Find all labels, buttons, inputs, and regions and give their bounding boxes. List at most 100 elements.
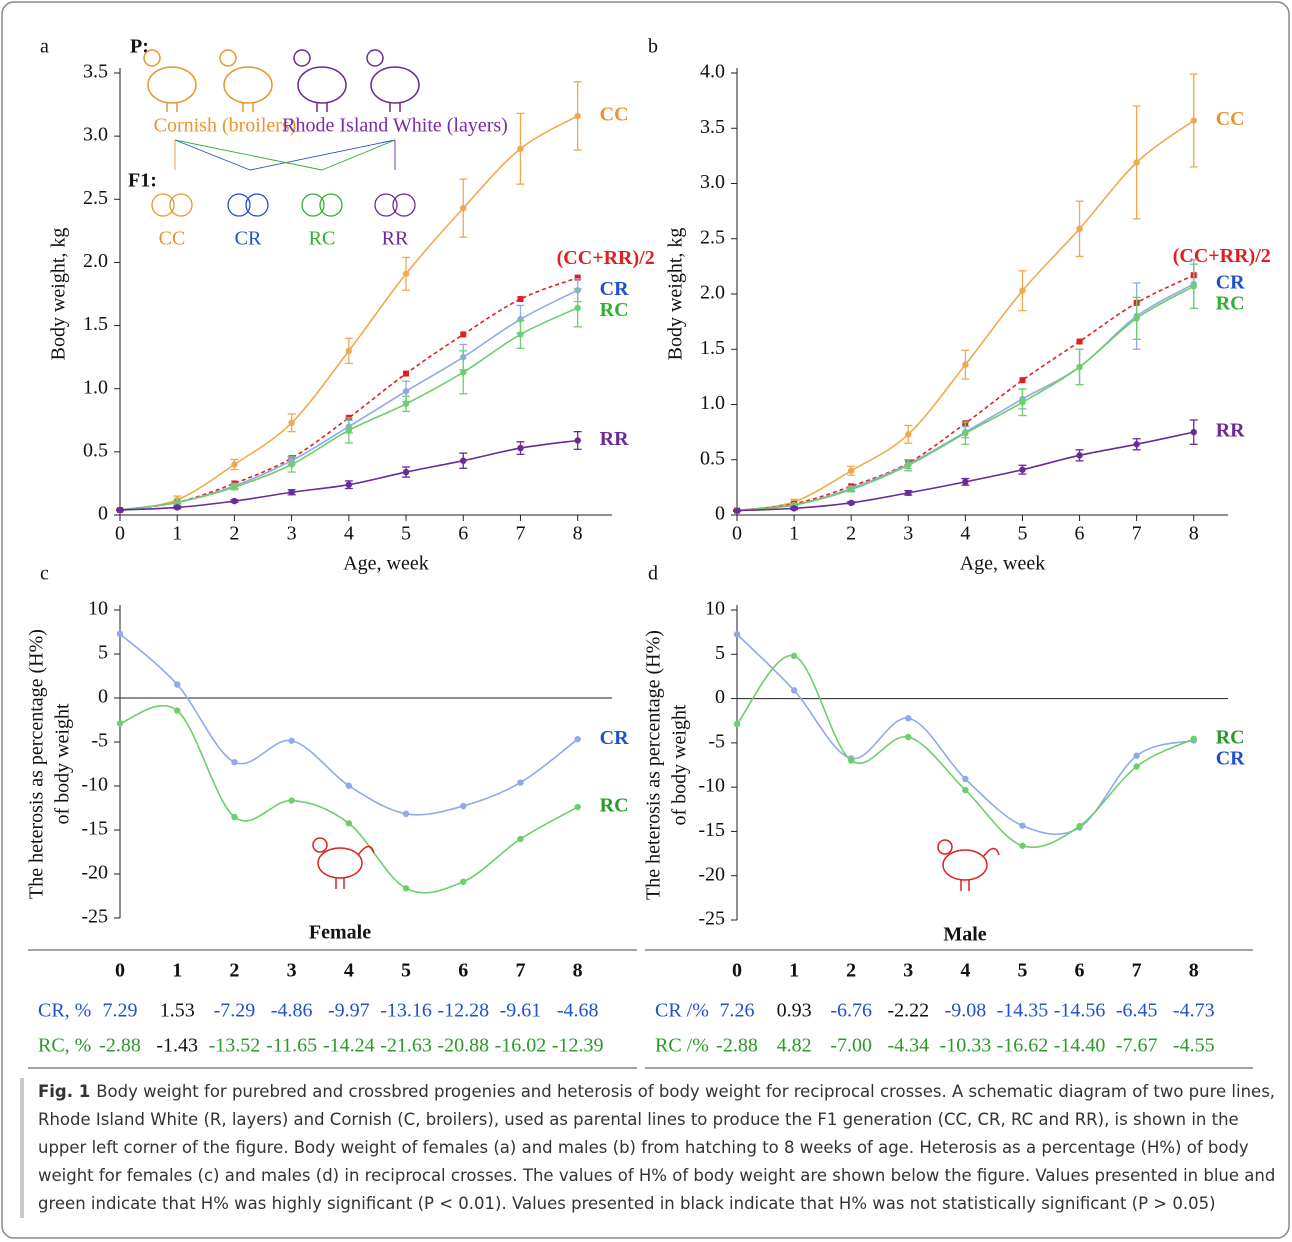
- point: [790, 687, 798, 694]
- table-cell: -7.29: [214, 1000, 256, 1022]
- table-cell: -6.76: [830, 1000, 872, 1022]
- table-cell: 7.29: [103, 1000, 138, 1022]
- annotation: Female: [309, 922, 371, 944]
- point: [574, 304, 581, 312]
- y-tick-label: 2.5: [83, 187, 108, 209]
- x-tick-label: 1: [789, 523, 799, 545]
- table-cell: -4.68: [557, 1000, 599, 1022]
- series-line: [119, 704, 579, 894]
- point: [460, 878, 467, 885]
- table-header: 0: [115, 960, 125, 982]
- panel-letter: b: [648, 36, 658, 58]
- point: [1133, 441, 1140, 448]
- table-cell: -2.88: [716, 1035, 758, 1057]
- table-cell: -4.86: [271, 1000, 313, 1022]
- point: [517, 835, 524, 843]
- point: [231, 461, 238, 468]
- point: [231, 497, 238, 505]
- point: [1019, 399, 1026, 406]
- table-cell: -16.02: [495, 1035, 547, 1057]
- point: [1076, 363, 1083, 371]
- point: [1076, 822, 1083, 830]
- x-tick-label: 2: [846, 523, 856, 545]
- table-header: 2: [229, 960, 239, 982]
- y-axis-title: The heterosis as percentage (H%): [643, 630, 665, 900]
- chick-icon: [151, 193, 193, 217]
- table-cell: 7.26: [720, 1000, 755, 1022]
- inset-progeny: CC: [159, 228, 186, 250]
- table-cell: -6.45: [1116, 1000, 1158, 1022]
- x-tick-label: 7: [515, 523, 525, 545]
- y-tick-label: -10: [81, 774, 108, 796]
- point: [1190, 735, 1197, 743]
- point: [460, 204, 467, 212]
- table-cell: 4.82: [777, 1035, 812, 1057]
- point: [1133, 752, 1140, 759]
- icon-head: [937, 839, 953, 855]
- point: [288, 737, 295, 744]
- icon-legs: [166, 102, 178, 112]
- table-header: 3: [903, 960, 913, 982]
- icon-body: [942, 849, 988, 881]
- series-label: (CC+RR)/2: [1173, 245, 1271, 267]
- y-tick-label: 0: [98, 503, 108, 525]
- point: [174, 504, 181, 511]
- y-tick-label: 5: [715, 642, 725, 664]
- y-tick-label: 2.5: [700, 226, 725, 248]
- table-header: 4: [344, 960, 354, 982]
- point: [288, 461, 295, 468]
- point: [402, 885, 410, 892]
- y-tick-label: 0.5: [83, 439, 108, 461]
- inset-progeny: RR: [382, 228, 409, 250]
- y-tick-label: -25: [81, 906, 108, 928]
- point: [847, 467, 855, 474]
- table-cell: -21.63: [380, 1035, 432, 1057]
- point: [790, 652, 798, 660]
- series-line: [736, 655, 1195, 849]
- x-tick-label: 0: [732, 523, 742, 545]
- x-tick-label: 2: [229, 523, 239, 545]
- table-cell: -1.43: [156, 1035, 198, 1057]
- x-tick-label: 4: [960, 523, 970, 545]
- table-cell: 1.53: [160, 1000, 195, 1022]
- table-row-label: RC, %: [38, 1035, 91, 1057]
- y-tick-label: 0.5: [700, 447, 725, 469]
- point: [1190, 117, 1197, 124]
- x-tick-label: 4: [344, 523, 354, 545]
- point: [288, 419, 295, 427]
- point: [517, 296, 524, 303]
- x-tick-label: 5: [1017, 523, 1027, 545]
- point: [962, 478, 969, 486]
- series-line: [736, 633, 1194, 836]
- y-tick-label: -10: [698, 775, 725, 797]
- point: [1019, 842, 1026, 849]
- icon-chick: [245, 193, 269, 217]
- point: [116, 506, 124, 514]
- x-tick-label: 7: [1132, 523, 1142, 545]
- point: [174, 499, 181, 506]
- point: [402, 388, 410, 395]
- y-axis-title: of body weight: [669, 704, 691, 826]
- table-cell: -20.88: [437, 1035, 489, 1057]
- inset-breed: Rhode Island White (layers): [282, 115, 508, 137]
- chicken-icon: [937, 839, 1000, 891]
- icon-body: [370, 66, 420, 104]
- y-axis-title: The heterosis as percentage (H%): [26, 629, 48, 899]
- series-label: CC: [1216, 108, 1245, 130]
- icon-chick: [301, 193, 325, 217]
- y-tick-label: -20: [81, 862, 108, 884]
- series-label: CR: [1216, 747, 1245, 769]
- point: [1133, 159, 1140, 166]
- y-tick-label: -15: [81, 818, 108, 840]
- point: [1076, 225, 1083, 233]
- series-label: CR: [600, 278, 629, 300]
- point: [460, 331, 467, 338]
- inset-progeny: CR: [235, 228, 262, 250]
- table-header: 0: [732, 960, 742, 982]
- x-tick-label: 6: [1075, 523, 1085, 545]
- icon-tail: [982, 847, 1000, 858]
- icon-legs: [389, 102, 401, 112]
- x-tick-label: 1: [172, 523, 182, 545]
- table-cell: -14.40: [1054, 1035, 1106, 1057]
- point: [345, 427, 353, 434]
